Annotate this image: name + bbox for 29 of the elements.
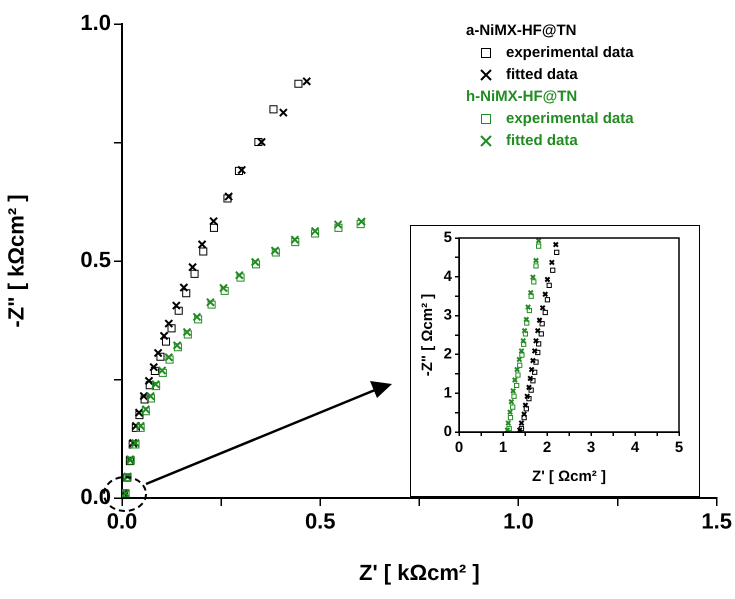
- y-tick-label: 4: [444, 268, 453, 285]
- x-tick-label: 1: [498, 439, 508, 456]
- legend-label: experimental data: [506, 43, 634, 63]
- x-tick-label: 5: [674, 439, 684, 456]
- legend-label: experimental data: [506, 109, 634, 129]
- y-axis-title: -Z" [ kΩcm² ]: [3, 194, 28, 328]
- y-axis-title: -Z" [ Ωcm² ]: [419, 294, 436, 376]
- x-axis-title: Z' [ Ωcm² ]: [532, 468, 606, 486]
- y-tick-label: 0: [444, 423, 452, 440]
- y-tick-label: 0.0: [80, 484, 111, 510]
- x-tick-label: 2: [542, 439, 552, 456]
- annotation: h-NiMX-HF@TN: [466, 87, 578, 107]
- x-tick-label: 3: [586, 439, 596, 456]
- x-tick-label: 1.5: [701, 508, 732, 534]
- y-tick-label: 1: [444, 384, 452, 402]
- legend-label: fitted data: [506, 131, 578, 151]
- y-tick-label: 5: [444, 229, 452, 246]
- x-tick-label: 0.5: [304, 508, 336, 534]
- x-tick-label: 0: [454, 439, 464, 456]
- y-tick-label: 0.5: [80, 247, 111, 272]
- legend-label: fitted data: [506, 65, 578, 85]
- annotation: a-NiMX-HF@TN: [466, 21, 578, 41]
- x-axis-title: Z' [ kΩcm² ]: [359, 560, 480, 585]
- y-tick-label: 3: [444, 306, 452, 324]
- x-tick-label: 4: [630, 439, 640, 456]
- x-tick-label: 0.0: [106, 508, 138, 534]
- x-tick-label: 1.0: [503, 508, 534, 534]
- y-tick-label: 2: [444, 346, 452, 363]
- y-tick-label: 1.0: [80, 10, 111, 36]
